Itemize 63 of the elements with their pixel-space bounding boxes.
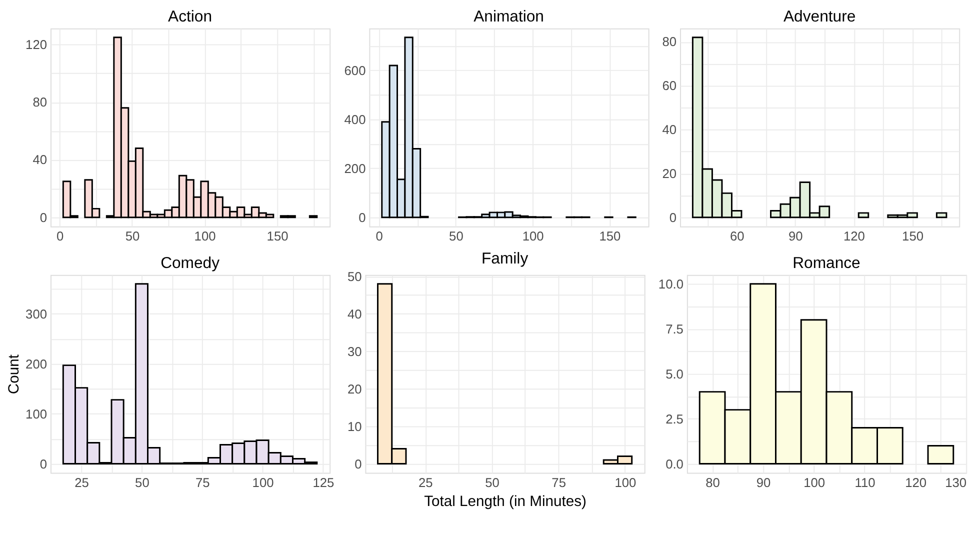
y-tick-label: 120	[26, 37, 48, 52]
x-tick-label: 75	[195, 475, 210, 490]
y-tick-label: 30	[347, 344, 362, 359]
y-tick-label: 200	[26, 356, 48, 372]
x-tick-label: 75	[552, 475, 566, 490]
x-tick-label: 50	[485, 475, 500, 490]
y-tick-label: 0	[354, 456, 362, 472]
y-tick-label: 0	[669, 210, 677, 225]
y-tick-label: 80	[662, 34, 677, 50]
x-tick-label: 90	[756, 475, 771, 490]
y-tick-label: 0	[40, 456, 48, 472]
chart-title: Family	[482, 250, 528, 268]
y-tick-label: 200	[344, 160, 366, 176]
x-tick-label: 120	[843, 228, 865, 244]
y-tick-label: 40	[32, 152, 48, 168]
x-tick-label: 150	[266, 228, 288, 244]
chart-title: Romance	[792, 254, 861, 272]
x-tick-label: 80	[706, 475, 720, 490]
x-tick-label: 100	[252, 475, 274, 490]
y-tick-label: 40	[662, 122, 677, 137]
x-tick-label: 90	[788, 228, 803, 244]
x-tick-label: 100	[804, 475, 826, 490]
x-tick-label: 130	[945, 475, 967, 490]
y-tick-label: 300	[26, 306, 48, 322]
x-tick-label: 50	[125, 228, 140, 244]
x-tick-label: 100	[194, 228, 216, 244]
x-tick-label: 100	[522, 228, 544, 244]
y-tick-label: 5.0	[666, 366, 684, 382]
x-tick-label: 25	[74, 475, 89, 490]
chart-title: Adventure	[783, 8, 856, 26]
y-tick-label: 7.5	[666, 321, 684, 336]
y-tick-label: 10	[347, 418, 362, 434]
x-tick-label: 50	[135, 475, 150, 490]
x-tick-label: 125	[312, 475, 334, 490]
x-tick-label: 100	[614, 475, 636, 490]
y-tick-label: 10.0	[658, 276, 684, 292]
x-tick-label: 0	[56, 228, 64, 244]
x-tick-label: 60	[730, 228, 744, 244]
y-tick-label: 20	[347, 381, 362, 396]
x-axis-title: Total Length (in Minutes)	[424, 494, 587, 510]
x-tick-label: 25	[418, 475, 433, 490]
chart-title: Comedy	[160, 254, 220, 272]
y-tick-label: 100	[26, 406, 48, 422]
y-tick-label: 50	[347, 268, 362, 284]
x-tick-label: 0	[376, 228, 383, 244]
y-tick-label: 40	[347, 306, 362, 322]
y-tick-label: 20	[662, 166, 677, 181]
x-tick-label: 150	[599, 228, 621, 244]
x-tick-label: 110	[854, 475, 876, 490]
y-tick-label: 0	[40, 210, 48, 225]
x-tick-label: 150	[902, 228, 924, 244]
y-tick-label: 0	[358, 210, 366, 225]
y-tick-label: 400	[344, 112, 366, 127]
chart-title: Animation	[474, 8, 544, 26]
y-tick-label: 600	[344, 62, 366, 78]
y-axis-title: Count	[6, 354, 23, 394]
y-tick-label: 2.5	[666, 411, 684, 426]
x-tick-label: 120	[905, 475, 927, 490]
y-tick-label: 80	[32, 94, 48, 110]
chart-title: Action	[168, 8, 212, 26]
x-tick-label: 50	[449, 228, 464, 244]
y-tick-label: 60	[662, 78, 677, 94]
y-tick-label: 0.0	[666, 456, 684, 472]
